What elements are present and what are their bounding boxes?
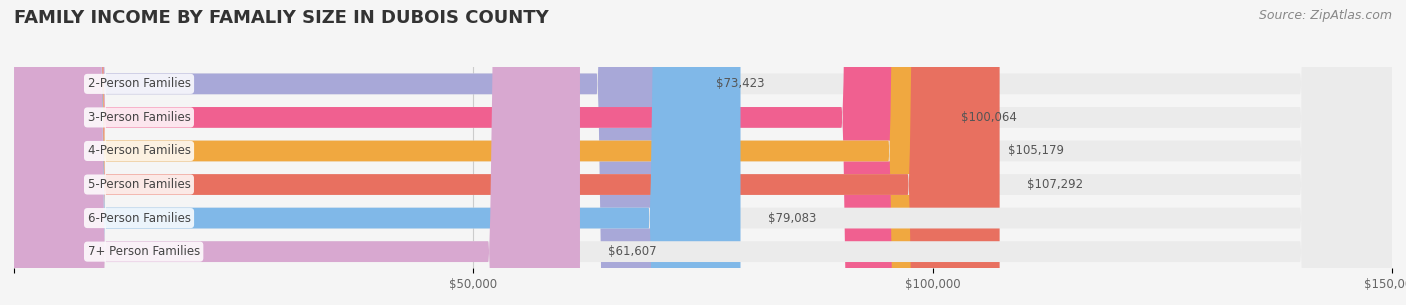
Text: 4-Person Families: 4-Person Families xyxy=(87,145,191,157)
FancyBboxPatch shape xyxy=(14,0,1000,305)
FancyBboxPatch shape xyxy=(14,0,934,305)
FancyBboxPatch shape xyxy=(14,0,1392,305)
Text: $107,292: $107,292 xyxy=(1028,178,1083,191)
FancyBboxPatch shape xyxy=(14,0,1392,305)
Text: 2-Person Families: 2-Person Families xyxy=(87,77,191,90)
Text: 7+ Person Families: 7+ Person Families xyxy=(87,245,200,258)
FancyBboxPatch shape xyxy=(14,0,689,305)
Text: $73,423: $73,423 xyxy=(716,77,765,90)
Text: Source: ZipAtlas.com: Source: ZipAtlas.com xyxy=(1258,9,1392,22)
Text: FAMILY INCOME BY FAMALIY SIZE IN DUBOIS COUNTY: FAMILY INCOME BY FAMALIY SIZE IN DUBOIS … xyxy=(14,9,548,27)
Text: $61,607: $61,607 xyxy=(607,245,657,258)
Text: 5-Person Families: 5-Person Families xyxy=(87,178,190,191)
Text: 6-Person Families: 6-Person Families xyxy=(87,212,191,224)
FancyBboxPatch shape xyxy=(14,0,1392,305)
Text: $105,179: $105,179 xyxy=(1008,145,1064,157)
Text: 3-Person Families: 3-Person Families xyxy=(87,111,190,124)
FancyBboxPatch shape xyxy=(14,0,579,305)
FancyBboxPatch shape xyxy=(14,0,980,305)
FancyBboxPatch shape xyxy=(14,0,741,305)
Text: $100,064: $100,064 xyxy=(960,111,1017,124)
FancyBboxPatch shape xyxy=(14,0,1392,305)
FancyBboxPatch shape xyxy=(14,0,1392,305)
Text: $79,083: $79,083 xyxy=(768,212,817,224)
FancyBboxPatch shape xyxy=(14,0,1392,305)
